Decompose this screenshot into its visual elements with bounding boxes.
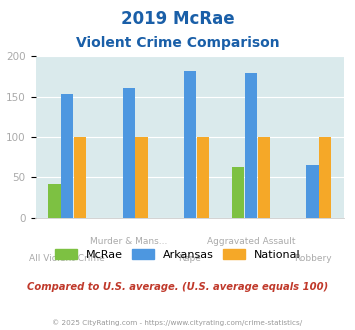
Text: Violent Crime Comparison: Violent Crime Comparison	[76, 36, 279, 50]
Bar	[184, 72, 196, 218]
Bar	[48, 184, 61, 218]
Legend: McRae, Arkansas, National: McRae, Arkansas, National	[55, 249, 300, 260]
Bar	[306, 165, 318, 218]
Text: Robbery: Robbery	[294, 254, 331, 263]
Bar	[232, 167, 245, 218]
Text: Compared to U.S. average. (U.S. average equals 100): Compared to U.S. average. (U.S. average …	[27, 282, 328, 292]
Bar	[245, 73, 257, 218]
Bar	[135, 137, 148, 218]
Bar	[122, 88, 135, 218]
Bar	[197, 137, 209, 218]
Bar	[61, 94, 73, 218]
Text: Aggravated Assault: Aggravated Assault	[207, 237, 295, 246]
Bar	[319, 137, 332, 218]
Bar	[74, 137, 86, 218]
Text: 2019 McRae: 2019 McRae	[121, 10, 234, 28]
Text: Rape: Rape	[179, 254, 201, 263]
Text: © 2025 CityRating.com - https://www.cityrating.com/crime-statistics/: © 2025 CityRating.com - https://www.city…	[53, 319, 302, 326]
Text: All Violent Crime: All Violent Crime	[29, 254, 105, 263]
Text: Murder & Mans...: Murder & Mans...	[90, 237, 167, 246]
Bar	[258, 137, 270, 218]
